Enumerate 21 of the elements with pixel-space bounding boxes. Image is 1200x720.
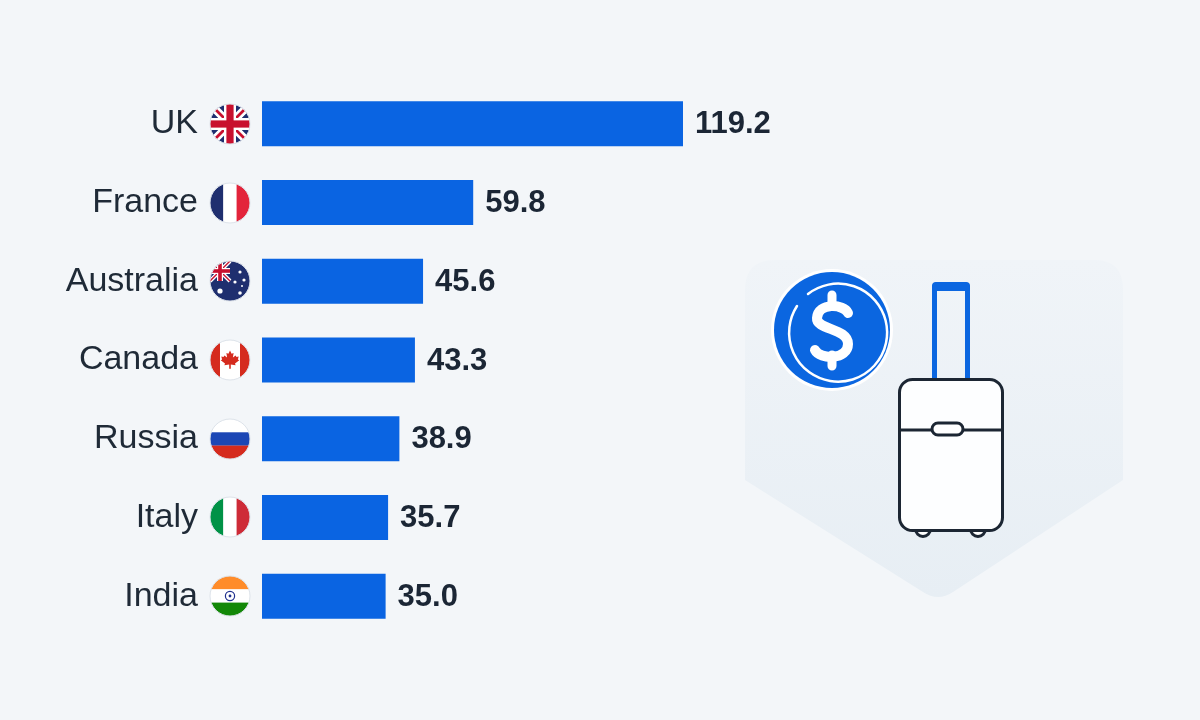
bar (262, 101, 683, 147)
bar (262, 180, 474, 225)
data-label: 35.0 (397, 577, 458, 613)
data-label: 38.9 (411, 420, 472, 456)
bar (262, 573, 386, 619)
y-tick-label: UK (150, 102, 199, 141)
y-tick-label: Italy (135, 495, 198, 534)
bar (262, 258, 424, 304)
y-tick-label: France (92, 180, 198, 219)
data-label: 119.2 (695, 105, 771, 141)
y-tick-label: Australia (65, 259, 199, 298)
data-label: 43.3 (426, 341, 488, 377)
y-tick-label: Russia (94, 417, 199, 456)
data-label: 45.6 (435, 262, 496, 298)
bar (262, 495, 389, 540)
bar (262, 337, 415, 383)
y-tick-label: India (124, 574, 199, 613)
bar (262, 416, 400, 462)
data-label: 59.8 (485, 184, 546, 220)
data-label: 35.7 (400, 499, 461, 535)
y-tick-label: Canada (78, 338, 199, 377)
